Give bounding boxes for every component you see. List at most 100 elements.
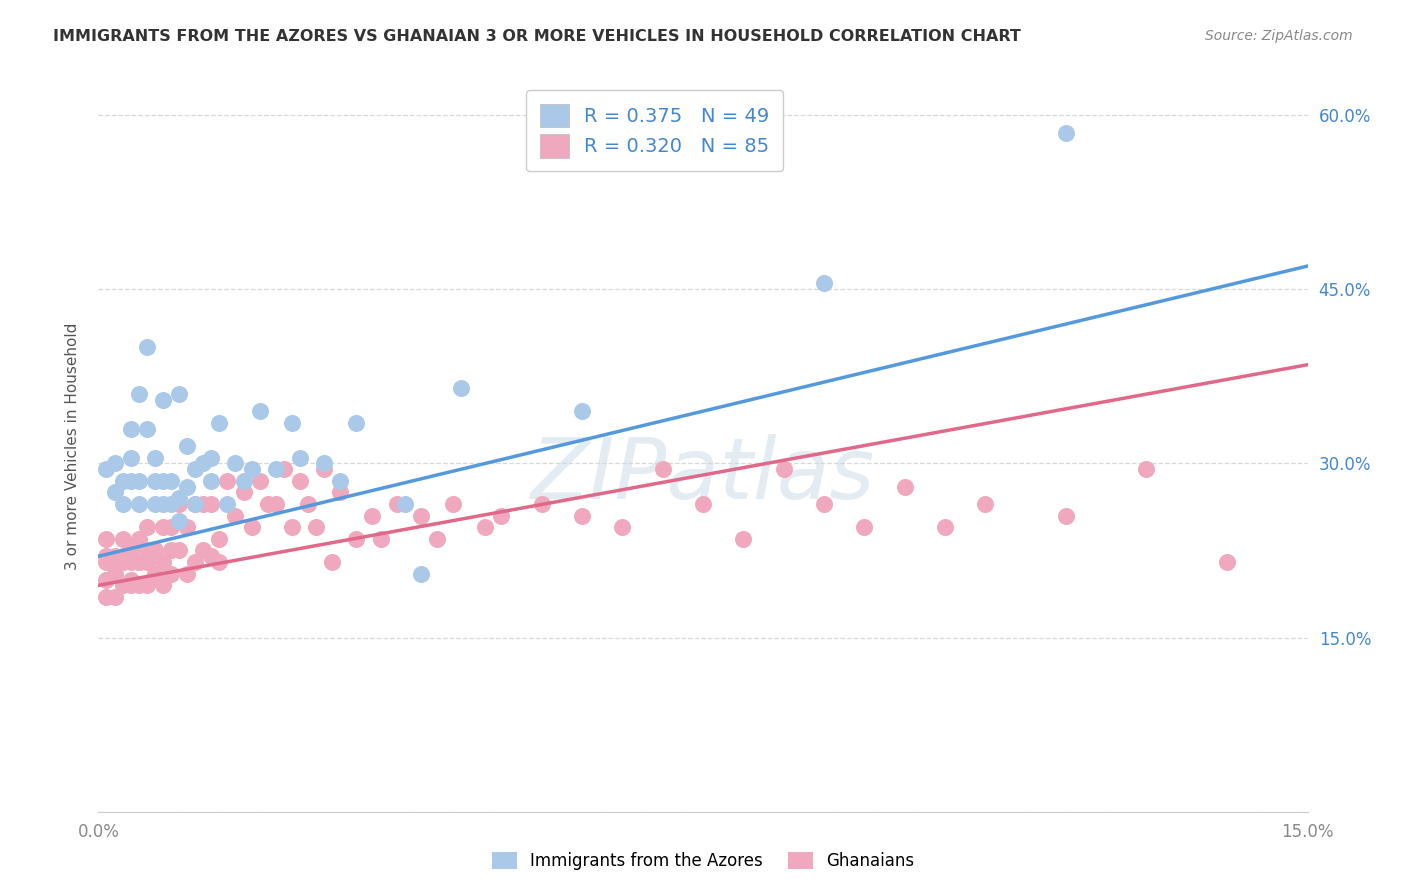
Point: [329, 474, 352, 488]
Point: [143, 549, 166, 564]
Point: [217, 497, 239, 511]
Point: [200, 549, 222, 564]
Point: [184, 462, 207, 476]
Point: [135, 421, 157, 435]
Point: [96, 462, 118, 476]
Point: [184, 555, 207, 569]
Point: [135, 555, 157, 569]
Point: [934, 520, 956, 534]
Point: [813, 497, 835, 511]
Point: [96, 532, 118, 546]
Legend: R = 0.375   N = 49, R = 0.320   N = 85: R = 0.375 N = 49, R = 0.320 N = 85: [526, 90, 783, 171]
Point: [409, 508, 432, 523]
Point: [176, 439, 198, 453]
Point: [733, 532, 755, 546]
Point: [450, 381, 472, 395]
Point: [193, 543, 215, 558]
Point: [120, 573, 142, 587]
Point: [297, 497, 319, 511]
Point: [152, 392, 174, 407]
Point: [120, 421, 142, 435]
Point: [224, 457, 246, 471]
Point: [176, 520, 198, 534]
Point: [96, 549, 118, 564]
Point: [893, 480, 915, 494]
Point: [103, 457, 125, 471]
Point: [344, 532, 367, 546]
Point: [103, 566, 125, 581]
Point: [167, 543, 190, 558]
Point: [135, 578, 157, 592]
Point: [426, 532, 449, 546]
Point: [344, 416, 367, 430]
Point: [232, 474, 254, 488]
Point: [143, 543, 166, 558]
Point: [120, 543, 142, 558]
Point: [128, 474, 150, 488]
Point: [240, 520, 263, 534]
Point: [96, 590, 118, 604]
Point: [176, 566, 198, 581]
Point: [111, 532, 134, 546]
Point: [288, 450, 311, 465]
Point: [111, 549, 134, 564]
Point: [385, 497, 408, 511]
Point: [200, 497, 222, 511]
Point: [103, 549, 125, 564]
Point: [232, 485, 254, 500]
Point: [167, 386, 190, 401]
Point: [1135, 462, 1157, 476]
Point: [120, 578, 142, 592]
Point: [111, 578, 134, 592]
Point: [409, 566, 432, 581]
Point: [370, 532, 392, 546]
Point: [152, 555, 174, 569]
Point: [96, 555, 118, 569]
Point: [1054, 126, 1077, 140]
Text: IMMIGRANTS FROM THE AZORES VS GHANAIAN 3 OR MORE VEHICLES IN HOUSEHOLD CORRELATI: IMMIGRANTS FROM THE AZORES VS GHANAIAN 3…: [53, 29, 1021, 44]
Point: [305, 520, 328, 534]
Point: [273, 462, 295, 476]
Legend: Immigrants from the Azores, Ghanaians: Immigrants from the Azores, Ghanaians: [485, 845, 921, 877]
Point: [264, 497, 287, 511]
Point: [143, 450, 166, 465]
Point: [160, 474, 183, 488]
Point: [143, 566, 166, 581]
Point: [160, 566, 183, 581]
Point: [160, 497, 183, 511]
Point: [184, 497, 207, 511]
Point: [167, 491, 190, 506]
Point: [329, 485, 352, 500]
Point: [314, 462, 336, 476]
Point: [128, 497, 150, 511]
Point: [441, 497, 464, 511]
Point: [152, 520, 174, 534]
Point: [167, 515, 190, 529]
Point: [128, 555, 150, 569]
Point: [281, 416, 304, 430]
Point: [120, 474, 142, 488]
Point: [103, 485, 125, 500]
Point: [288, 474, 311, 488]
Point: [120, 555, 142, 569]
Point: [103, 555, 125, 569]
Point: [208, 416, 231, 430]
Point: [167, 497, 190, 511]
Point: [128, 555, 150, 569]
Text: Source: ZipAtlas.com: Source: ZipAtlas.com: [1205, 29, 1353, 43]
Point: [571, 508, 593, 523]
Point: [1054, 508, 1077, 523]
Point: [249, 474, 271, 488]
Point: [128, 578, 150, 592]
Point: [853, 520, 876, 534]
Point: [193, 497, 215, 511]
Point: [111, 474, 134, 488]
Point: [264, 462, 287, 476]
Point: [692, 497, 714, 511]
Point: [224, 508, 246, 523]
Point: [111, 497, 134, 511]
Text: ZIPatlas: ZIPatlas: [531, 434, 875, 516]
Point: [256, 497, 278, 511]
Point: [160, 520, 183, 534]
Point: [200, 474, 222, 488]
